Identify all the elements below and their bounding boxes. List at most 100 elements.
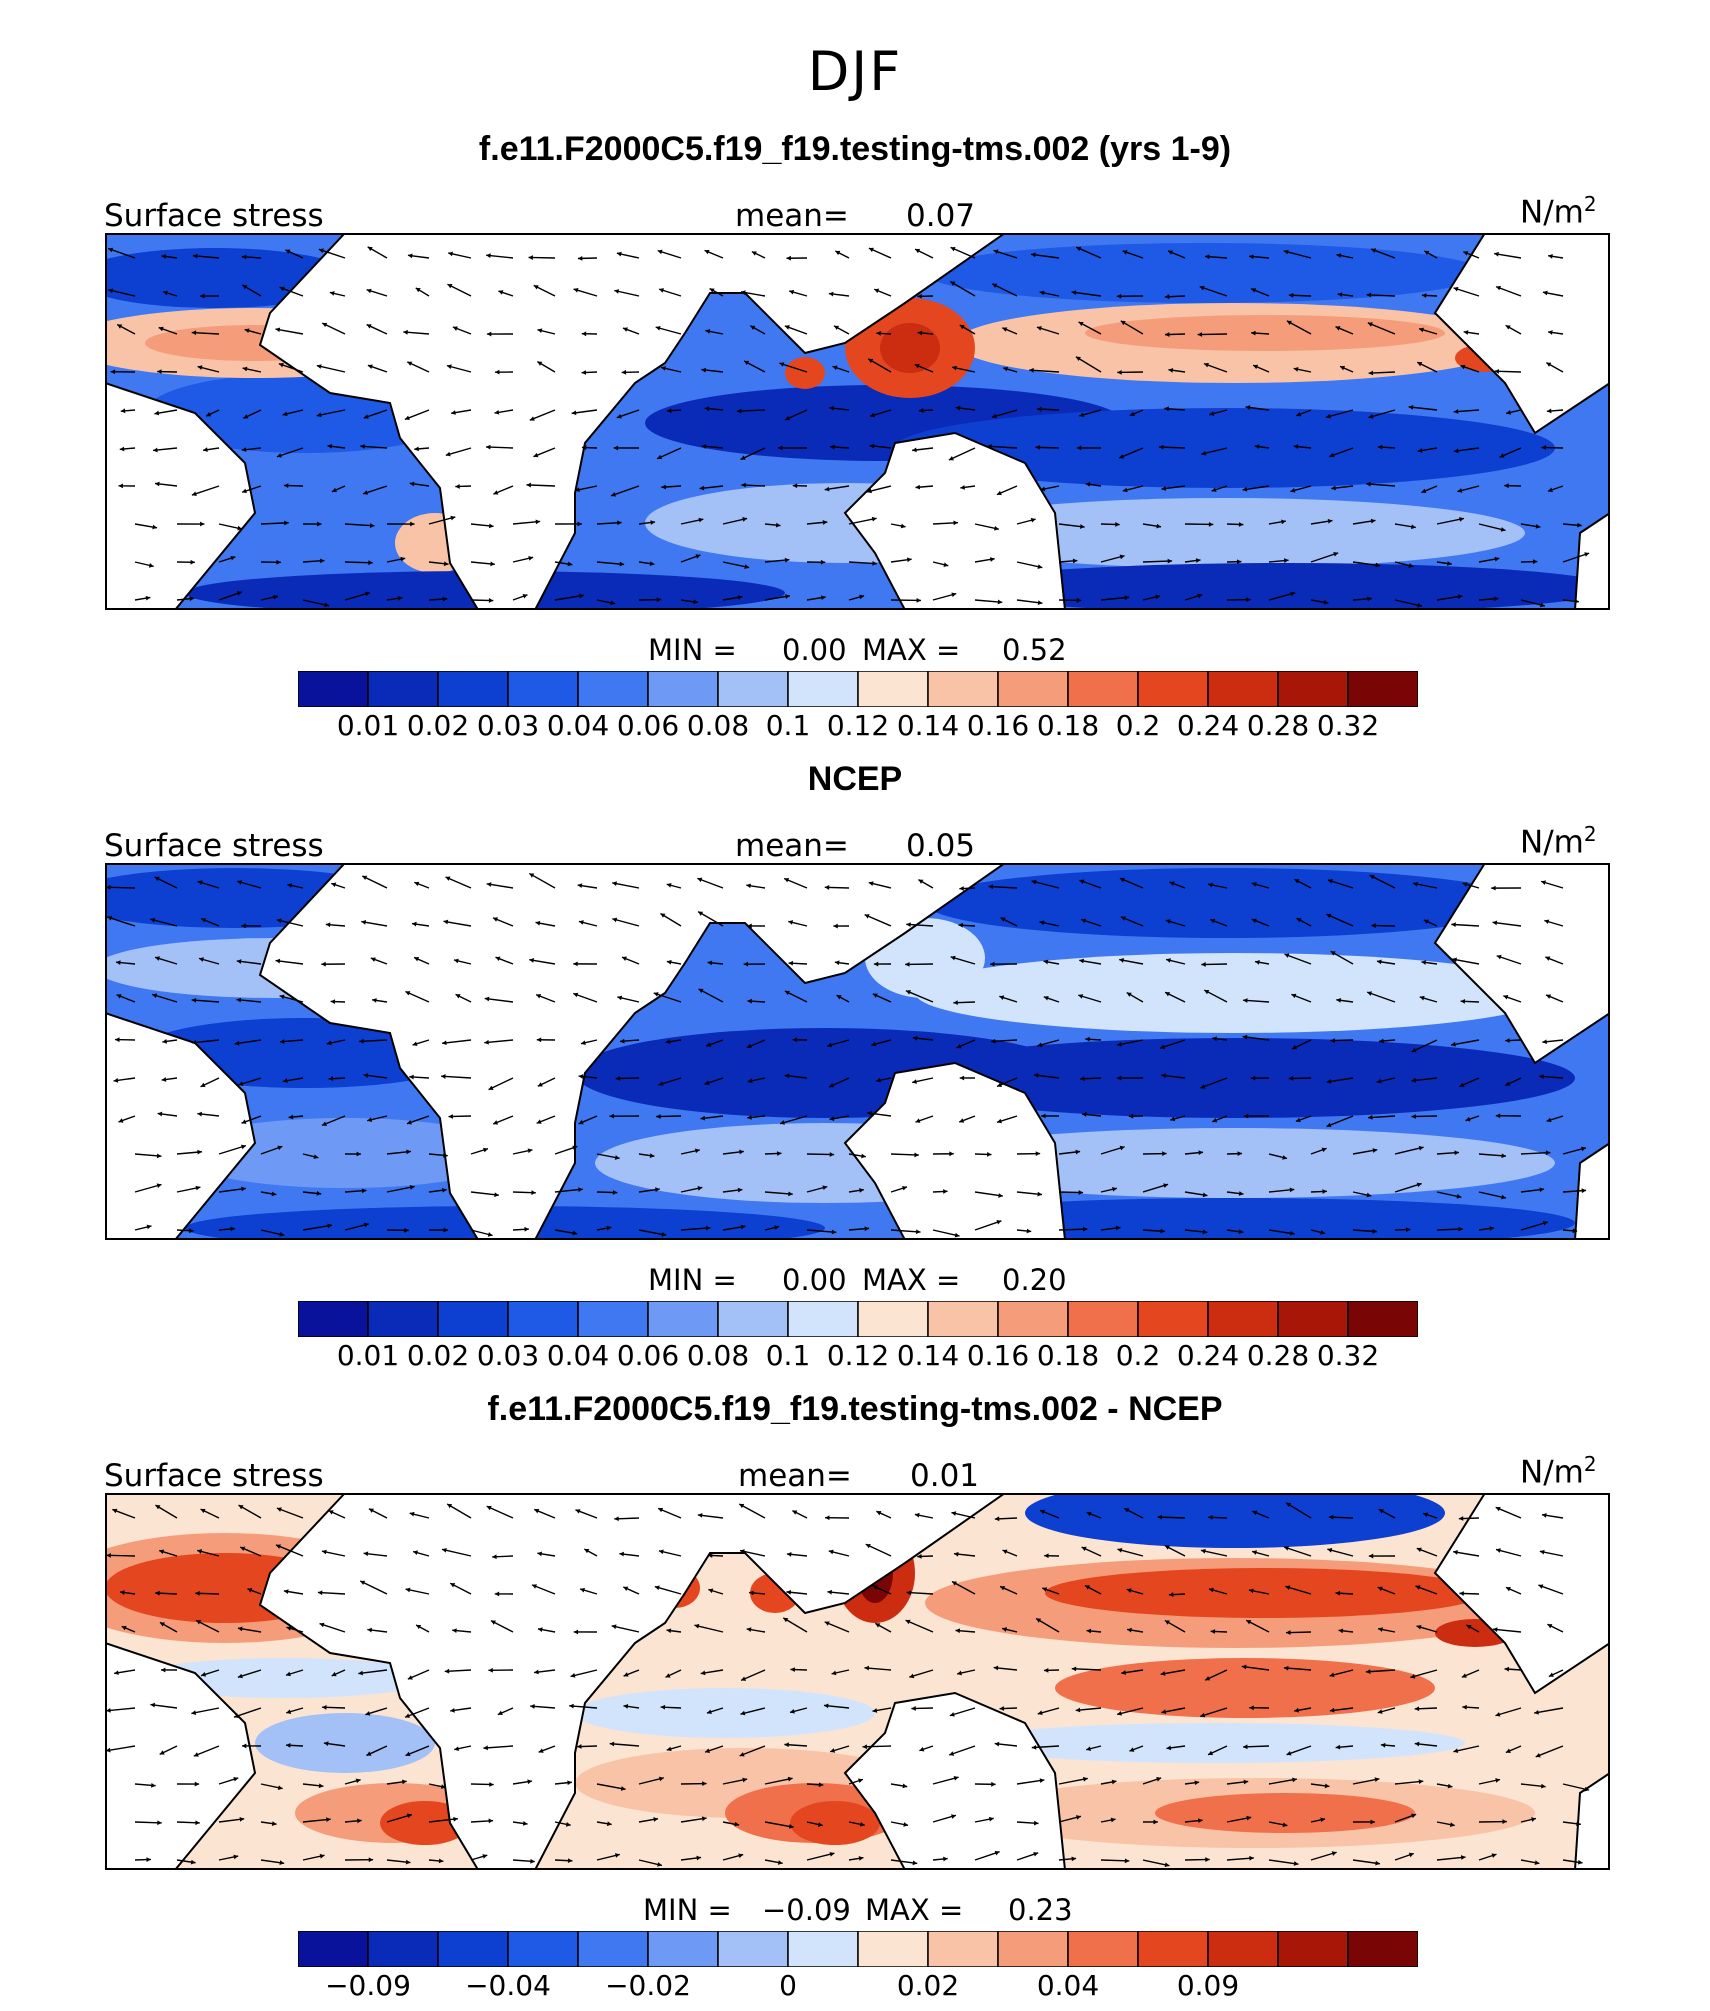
wind-arrow — [488, 1077, 514, 1091]
wind-arrow-head — [943, 562, 949, 568]
wind-arrow — [806, 1852, 835, 1861]
wind-arrow — [276, 919, 304, 927]
wind-arrow-head — [328, 1510, 334, 1515]
wind-arrow-head — [579, 593, 584, 599]
wind-arrow-head — [1541, 1783, 1546, 1789]
wind-arrow-head — [119, 446, 125, 452]
wind-arrow-head — [1294, 879, 1300, 884]
wind-arrow-head — [285, 1671, 291, 1677]
wind-arrow-head — [328, 1076, 334, 1082]
wind-arrow-head — [1372, 1228, 1377, 1234]
wind-arrow — [1367, 1115, 1396, 1119]
wind-arrow-head — [1502, 1819, 1507, 1825]
wind-arrow-head — [1416, 1182, 1422, 1188]
wind-arrow — [974, 1191, 1003, 1197]
wind-arrow-head — [1037, 1042, 1043, 1048]
wind-arrow-head — [1368, 1553, 1374, 1559]
wind-arrow-head — [1496, 954, 1502, 960]
wind-arrow-head — [1212, 1117, 1218, 1123]
colorbar-swatch — [577, 1931, 649, 1967]
wind-arrow-head — [537, 328, 543, 334]
wind-arrow — [191, 1039, 220, 1044]
wind-arrow-head — [1076, 445, 1082, 451]
wind-arrow-head — [327, 443, 333, 449]
wind-arrow-head — [774, 1225, 780, 1230]
wind-arrow-head — [1501, 1153, 1507, 1159]
wind-arrow-head — [282, 411, 288, 417]
wind-arrow-head — [1200, 1548, 1206, 1554]
wind-arrow-head — [452, 1628, 457, 1633]
wind-arrow-head — [876, 1510, 882, 1516]
wind-arrow — [694, 1624, 724, 1633]
wind-arrow-head — [1075, 1707, 1081, 1713]
wind-arrow-head — [237, 1673, 243, 1679]
wind-arrow-head — [612, 917, 618, 923]
wind-arrow-head — [914, 1512, 920, 1518]
wind-arrow-head — [1126, 992, 1132, 997]
wind-arrow — [486, 883, 514, 889]
wind-arrow-head — [1119, 554, 1125, 560]
panel-1-units: N/m2 — [1520, 192, 1597, 230]
wind-arrow-head — [864, 1226, 870, 1232]
colorbar-tick-label: −0.02 — [605, 1969, 691, 2002]
wind-arrow-head — [666, 408, 672, 414]
wind-arrow-head — [998, 1193, 1003, 1198]
wind-arrow-head — [361, 1188, 367, 1194]
wind-arrow-head — [1035, 1151, 1041, 1157]
wind-arrow-head — [1164, 294, 1170, 300]
wind-arrow-head — [367, 364, 373, 370]
wind-arrow-head — [999, 1706, 1005, 1711]
wind-arrow-head — [1541, 880, 1547, 885]
panel-2-band — [175, 1118, 515, 1188]
wind-arrow — [1016, 1779, 1045, 1785]
wind-arrow-head — [706, 1709, 712, 1715]
wind-arrow-head — [578, 920, 584, 925]
wind-arrow — [1117, 1548, 1144, 1557]
wind-arrow-head — [994, 1850, 1000, 1856]
colorbar-swatch — [437, 1301, 509, 1337]
wind-arrow-head — [1417, 362, 1423, 367]
wind-arrow-head — [785, 415, 791, 421]
wind-arrow-head — [875, 1623, 881, 1628]
wind-arrow-head — [1119, 958, 1124, 963]
wind-arrow-head — [1246, 1620, 1252, 1625]
wind-arrow-head — [905, 961, 910, 967]
wind-arrow-head — [331, 487, 337, 493]
wind-arrow-head — [1378, 1509, 1384, 1514]
wind-arrow-head — [534, 1508, 540, 1514]
wind-arrow-head — [953, 520, 958, 526]
wind-arrow — [1058, 1777, 1088, 1785]
wind-arrow-head — [997, 1082, 1003, 1087]
wind-arrow-head — [1042, 1587, 1048, 1592]
wind-arrow-head — [1547, 487, 1553, 493]
wind-arrow-head — [1037, 600, 1043, 606]
wind-arrow — [528, 872, 556, 889]
wind-arrow — [974, 599, 1003, 604]
wind-arrow — [950, 246, 976, 259]
wind-arrow-head — [789, 289, 795, 295]
wind-arrow-head — [1156, 1777, 1162, 1782]
wind-arrow-head — [453, 1816, 458, 1822]
wind-arrow-head — [697, 877, 703, 883]
wind-arrow-head — [1466, 1624, 1472, 1630]
wind-arrow-head — [486, 331, 492, 337]
wind-arrow-head — [656, 597, 662, 603]
wind-arrow-head — [486, 882, 492, 887]
wind-arrow-head — [363, 1551, 369, 1557]
wind-arrow-head — [665, 1673, 671, 1678]
wind-arrow-head — [1284, 1546, 1289, 1551]
wind-arrow-head — [1248, 1588, 1254, 1594]
wind-arrow-head — [867, 1111, 872, 1116]
wind-arrow — [1031, 880, 1060, 889]
wind-arrow — [358, 1669, 388, 1675]
wind-arrow-head — [321, 961, 326, 967]
wind-arrow-head — [494, 409, 500, 415]
wind-arrow-head — [1424, 250, 1430, 256]
wind-arrow-head — [1251, 882, 1257, 887]
wind-arrow-head — [120, 1590, 125, 1595]
wind-arrow-head — [1071, 1856, 1077, 1862]
wind-arrow — [1352, 1859, 1381, 1865]
wind-arrow-head — [705, 329, 711, 334]
wind-arrow — [612, 882, 640, 889]
wind-arrow-head — [233, 1776, 239, 1782]
